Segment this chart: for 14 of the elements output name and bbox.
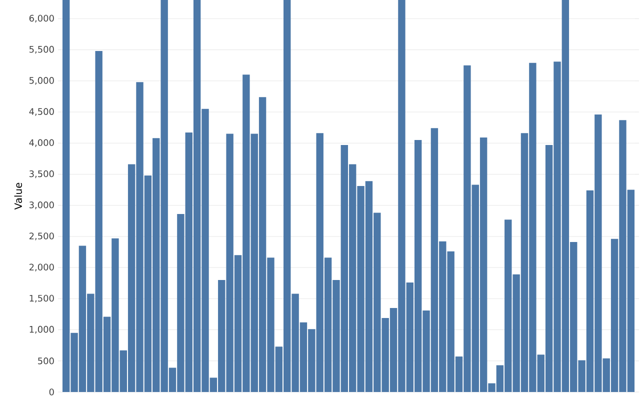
y-tick-label: 3,000 [30, 201, 54, 210]
y-tick-label: 2,500 [29, 232, 54, 240]
y-tick-label: 0 [49, 388, 54, 396]
y-tick-label: 2,000 [29, 264, 54, 272]
y-tick-label: 500 [38, 357, 54, 364]
y-tick-label: 3,500 [30, 170, 54, 178]
y-tick-label: 5,000 [30, 77, 54, 85]
y-tick-label: 6,000 [29, 14, 54, 23]
y-tick-label: 4,000 [29, 139, 54, 147]
y-tick-label: 1,000 [30, 326, 54, 334]
y-axis-title: Value [14, 182, 22, 210]
y-tick-label: 4,500 [29, 108, 54, 116]
y-tick-label: 5,500 [30, 46, 54, 54]
y-tick-label: 1,500 [30, 294, 54, 303]
